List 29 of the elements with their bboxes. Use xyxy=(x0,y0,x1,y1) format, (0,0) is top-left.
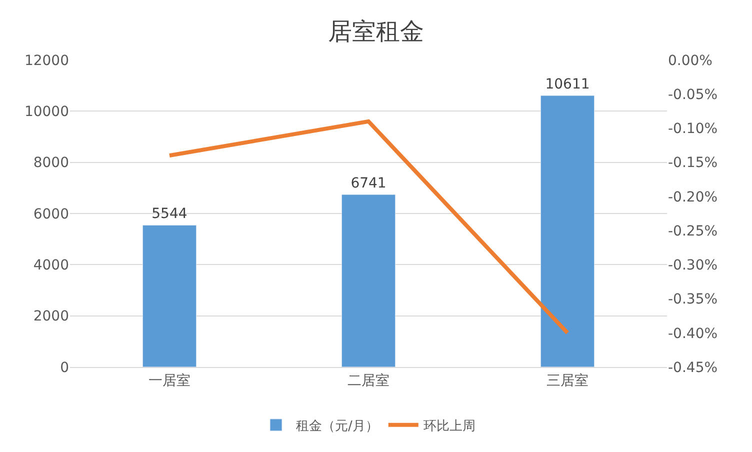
y2-tick-label: 0.00% xyxy=(668,52,712,69)
y2-tick-label: -0.20% xyxy=(668,189,718,206)
bar xyxy=(540,95,595,367)
chart-title: 居室租金 xyxy=(328,17,424,46)
y-tick-label: 8000 xyxy=(33,155,69,172)
y2-tick-label: -0.15% xyxy=(668,155,718,172)
x-tick-label: 二居室 xyxy=(348,372,390,389)
bar xyxy=(341,194,396,367)
y-tick-label: 6000 xyxy=(33,206,69,222)
bar xyxy=(142,224,197,367)
y2-tick-label: -0.10% xyxy=(668,121,718,138)
data-label: 10611 xyxy=(545,76,590,93)
y-tick-label: 10000 xyxy=(24,104,69,120)
y2-tick-label: -0.45% xyxy=(668,360,718,376)
x-tick-label: 三居室 xyxy=(546,372,588,389)
y-tick-label: 2000 xyxy=(33,308,69,325)
y2-tick-label: -0.30% xyxy=(668,258,718,274)
y-tick-label: 0 xyxy=(60,360,69,376)
legend-label: 环比上周 xyxy=(423,419,476,434)
legend-label: 租金（元/月） xyxy=(296,419,378,434)
y2-tick-label: -0.05% xyxy=(668,87,718,104)
y2-tick-label: -0.35% xyxy=(668,292,718,308)
y-tick-label: 4000 xyxy=(33,258,69,274)
data-label: 5544 xyxy=(152,206,188,222)
x-tick-label: 一居室 xyxy=(148,372,190,389)
y2-tick-label: -0.40% xyxy=(668,326,718,342)
y2-tick-label: -0.25% xyxy=(668,223,718,240)
data-label: 6741 xyxy=(350,176,386,192)
y-tick-label: 12000 xyxy=(24,52,69,69)
